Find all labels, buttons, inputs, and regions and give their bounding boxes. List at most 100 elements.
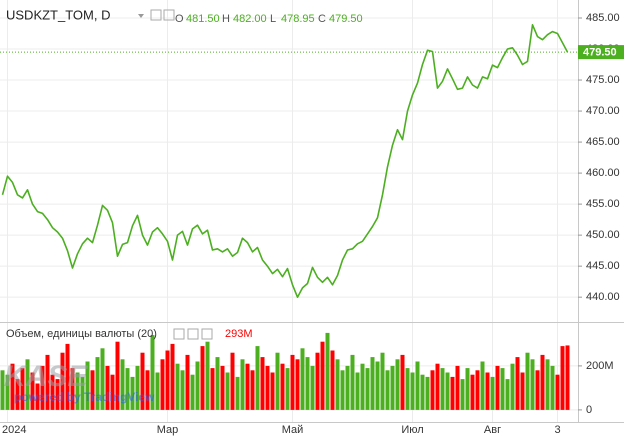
volume-bar — [520, 372, 525, 410]
volume-bar — [345, 365, 350, 410]
volume-bar — [285, 368, 290, 410]
volume-bar — [560, 346, 565, 410]
volume-bar — [425, 376, 430, 410]
y-tick-label: 455.00 — [586, 198, 620, 210]
volume-bar — [555, 374, 560, 410]
volume-bar — [220, 365, 225, 410]
volume-bar — [155, 372, 160, 410]
volume-bar — [175, 363, 180, 410]
volume-bar — [125, 368, 130, 410]
y-tick-label: 465.00 — [586, 136, 620, 148]
volume-bar — [70, 368, 75, 410]
y-tick-label: 0 — [586, 404, 592, 416]
volume-bar — [470, 374, 475, 410]
settings-icon[interactable] — [163, 9, 175, 21]
volume-bar — [260, 357, 265, 410]
volume-close-icon[interactable] — [201, 328, 213, 340]
volume-bar — [385, 370, 390, 410]
x-tick-label: Май — [282, 424, 304, 436]
watermark: KASE powered by TradingView — [4, 360, 155, 404]
ohlc-key: O — [175, 13, 184, 25]
volume-bar — [495, 365, 500, 410]
volume-bar — [5, 374, 10, 410]
volume-bar — [340, 370, 345, 410]
volume-bar — [180, 370, 185, 410]
volume-title: Объем, единицы валюты (20) — [6, 328, 157, 340]
volume-bar — [270, 372, 275, 410]
volume-bar — [255, 346, 260, 410]
volume-bar — [315, 352, 320, 410]
volume-bar — [90, 370, 95, 410]
volume-bar — [545, 359, 550, 410]
ohlc-value: 479.50 — [329, 13, 363, 25]
volume-bar — [80, 376, 85, 410]
volume-bar — [480, 361, 485, 410]
volume-bar — [420, 374, 425, 410]
volume-bar — [105, 365, 110, 410]
volume-bar — [405, 368, 410, 410]
ohlc-key: L — [270, 13, 276, 25]
last-price-label: 479.50 — [583, 47, 617, 59]
volume-bar — [35, 383, 40, 410]
volume-bar — [280, 363, 285, 410]
volume-bar — [390, 365, 395, 410]
volume-bar — [135, 365, 140, 410]
ohlc-value: 481.50 — [186, 13, 220, 25]
volume-bar — [205, 341, 210, 410]
volume-bar — [60, 352, 65, 410]
volume-bar — [190, 374, 195, 410]
volume-bar — [290, 354, 295, 410]
volume-bar — [450, 376, 455, 410]
volume-bar — [100, 348, 105, 410]
volume-bar — [550, 365, 555, 410]
volume-bar — [310, 365, 315, 410]
volume-bar — [275, 352, 280, 410]
volume-bar — [295, 359, 300, 410]
last-price-box — [578, 45, 624, 60]
y-tick-label: 450.00 — [586, 229, 620, 241]
volume-bar — [25, 359, 30, 410]
volume-bar — [200, 346, 205, 410]
x-tick-label: 2024 — [2, 424, 26, 436]
volume-bar — [160, 359, 165, 410]
y-tick-label: 485.00 — [586, 12, 620, 24]
volume-bar — [45, 354, 50, 410]
volume-bar — [215, 357, 220, 410]
volume-bar — [10, 363, 15, 410]
volume-bar — [400, 354, 405, 410]
volume-bar — [75, 372, 80, 410]
volume-bar — [410, 372, 415, 410]
volume-bar — [65, 343, 70, 410]
volume-bar — [565, 345, 570, 410]
volume-bar — [440, 368, 445, 410]
volume-bar — [525, 352, 530, 410]
y-tick-label: 445.00 — [586, 260, 620, 272]
volume-bar — [15, 379, 20, 410]
hide-icon[interactable] — [150, 9, 162, 21]
volume-bar — [365, 368, 370, 410]
volume-bar — [370, 357, 375, 410]
volume-bar — [395, 359, 400, 410]
volume-bar — [460, 379, 465, 410]
volume-bar — [435, 363, 440, 410]
volume-bar — [335, 359, 340, 410]
dropdown-icon[interactable] — [138, 14, 144, 18]
y-tick-label: 460.00 — [586, 167, 620, 179]
volume-bar — [0, 370, 5, 410]
x-tick-label: Авг — [484, 424, 501, 436]
volume-bar — [325, 332, 330, 410]
volume-bar — [250, 370, 255, 410]
y-tick-label: 440.00 — [586, 291, 620, 303]
volume-bar — [40, 365, 45, 410]
volume-bar — [330, 350, 335, 410]
volume-bar — [360, 363, 365, 410]
volume-bar — [530, 359, 535, 410]
volume-bar — [455, 365, 460, 410]
volume-bar — [170, 343, 175, 410]
ohlc-key: C — [318, 13, 326, 25]
volume-bar — [240, 359, 245, 410]
volume-hide-icon[interactable] — [173, 328, 185, 340]
volume-settings-icon[interactable] — [187, 328, 199, 340]
x-tick-label: Мар — [157, 424, 179, 436]
